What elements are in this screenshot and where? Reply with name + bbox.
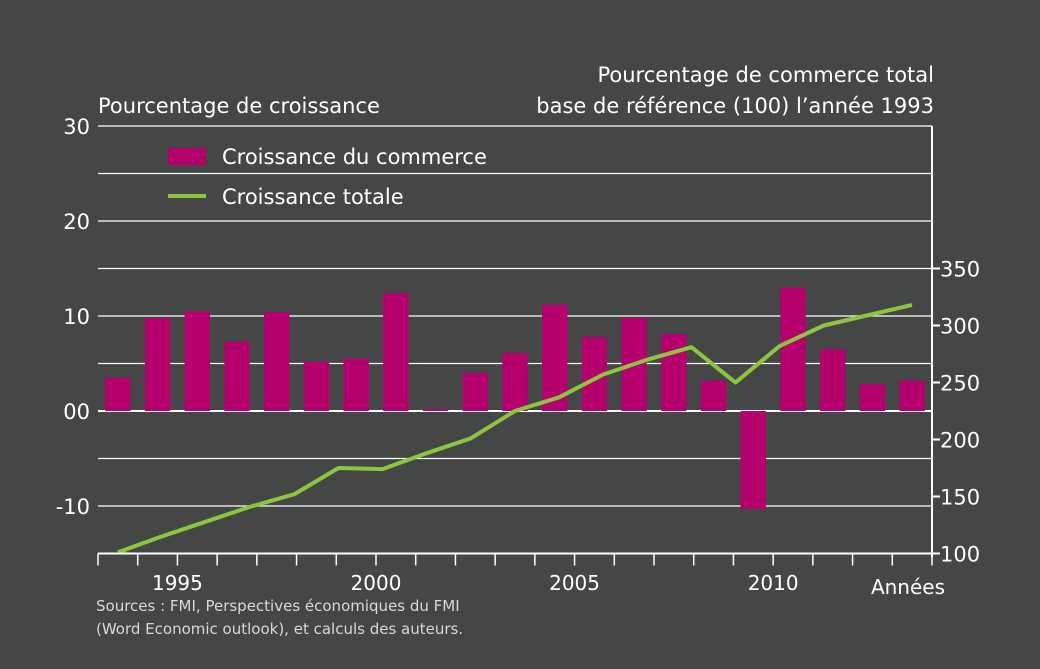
source-note-line2: (Word Economic outlook), et calculs des … (96, 620, 463, 638)
bar-2000 (383, 293, 409, 411)
x-tick-label: 1995 (152, 571, 203, 595)
bar-2010 (780, 287, 806, 411)
bar-2007 (661, 334, 687, 411)
legend-label-croissance-du-commerce: Croissance du commerce (222, 145, 487, 169)
left-tick-label: 10 (63, 305, 90, 329)
bar-2008 (700, 380, 727, 411)
x-axis-label: Années (871, 575, 945, 599)
right-axis-title-line1: Pourcentage de commerce total (597, 63, 934, 87)
source-note-line1: Sources : FMI, Perspectives économiques … (96, 597, 460, 615)
left-tick-label: 20 (63, 210, 90, 234)
bar-1993 (105, 377, 131, 411)
left-tick-label: 30 (63, 115, 90, 139)
bar-2003 (502, 353, 528, 411)
bar-1999 (343, 358, 369, 411)
left-tick-label: 00 (63, 400, 90, 424)
right-tick-label: 100 (940, 543, 980, 567)
left-tick-label: -10 (56, 495, 90, 519)
bar-1994 (144, 317, 171, 411)
legend-swatch-bar (168, 148, 206, 165)
bar-1995 (184, 311, 210, 411)
right-tick-label: 150 (940, 486, 980, 510)
bar-2011 (820, 349, 846, 411)
bar-1998 (303, 361, 330, 411)
legend: Croissance du commerce Croissance totale (168, 145, 487, 209)
line-series-croissance-totale (117, 303, 913, 555)
x-tick-label: 2005 (549, 571, 600, 595)
bar-1997 (264, 312, 290, 411)
bar-2009 (740, 411, 766, 509)
right-axis-title-line2: base de référence (100) l’année 1993 (536, 94, 934, 118)
right-tick-label: 250 (940, 372, 980, 396)
x-tick-label: 2000 (351, 571, 402, 595)
gridlines (98, 125, 932, 507)
right-tick-label: 300 (940, 315, 980, 339)
bar-1996 (224, 341, 250, 411)
bar-2012 (859, 384, 886, 411)
right-tick-label: 350 (940, 258, 980, 282)
left-axis-title: Pourcentage de croissance (98, 94, 380, 118)
legend-label-croissance-totale: Croissance totale (222, 185, 404, 209)
x-tick-label: 2010 (748, 571, 799, 595)
right-tick-label: 200 (940, 429, 980, 453)
bar-2002 (462, 373, 488, 411)
bar-2001 (422, 409, 449, 411)
bar-2013 (899, 380, 925, 411)
bar-series-croissance-du-commerce (105, 287, 925, 509)
